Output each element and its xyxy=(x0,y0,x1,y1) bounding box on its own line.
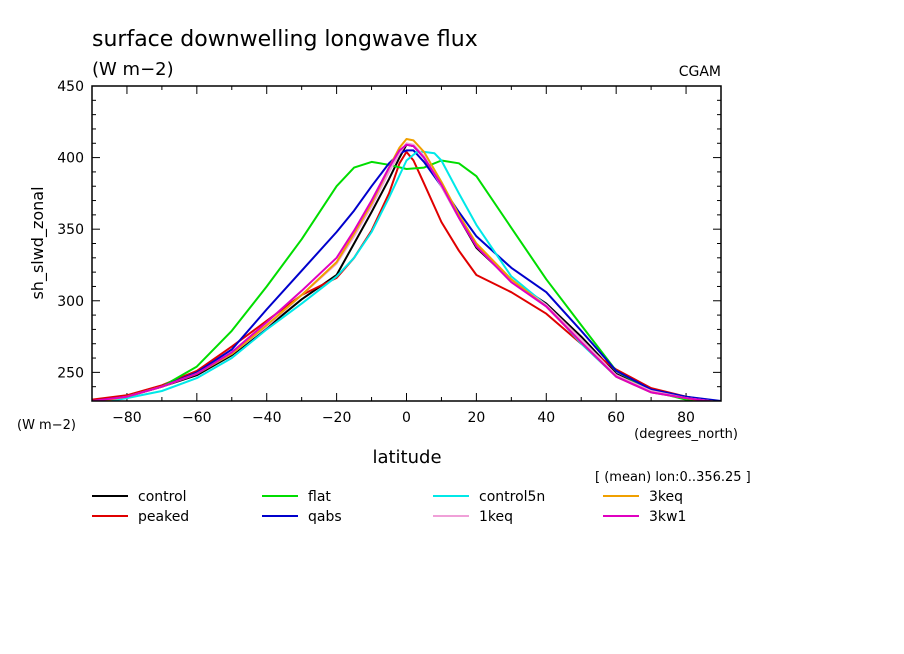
legend-label: qabs xyxy=(308,509,342,525)
x-units-label: (degrees_north) xyxy=(634,427,738,442)
plot-frame xyxy=(91,85,722,402)
legend-label: 1keq xyxy=(479,509,513,525)
y-tick-labels: 250 300 350 400 450 xyxy=(57,79,84,381)
y-tick-label: 400 xyxy=(57,151,84,167)
x-tick-label: 60 xyxy=(607,410,625,426)
series-line-flat xyxy=(94,159,701,401)
y-axis-label: sh_slwd_zonal xyxy=(28,186,48,299)
y-tick-label: 450 xyxy=(57,79,84,95)
legend-label: control5n xyxy=(479,489,545,505)
legend: control peaked flat qabs control5n 1keq 3keq 3k… xyxy=(92,489,686,525)
legend-label: 3keq xyxy=(649,489,683,505)
x-tick-label: −80 xyxy=(112,410,142,426)
series-line-control5n xyxy=(103,150,718,401)
chart-title: surface downwelling longwave flux xyxy=(92,27,478,52)
x-tick-labels: −80 −60 −40 −20 0 20 40 60 80 xyxy=(112,410,695,426)
axis-ticks xyxy=(91,85,722,402)
legend-label: 3kw1 xyxy=(649,509,686,525)
series-line-peaked xyxy=(92,150,712,401)
series-lines xyxy=(92,138,721,401)
mean-note: [ (mean) lon:0..356.25 ] xyxy=(595,470,751,485)
x-tick-label: −20 xyxy=(322,410,352,426)
x-tick-label: 40 xyxy=(537,410,555,426)
x-tick-label: 0 xyxy=(402,410,411,426)
x-axis-label: latitude xyxy=(372,447,441,468)
x-tick-label: 80 xyxy=(677,410,695,426)
y-tick-label: 250 xyxy=(57,365,84,381)
legend-label: flat xyxy=(308,489,331,505)
x-tick-label: −40 xyxy=(252,410,282,426)
y-units-label: (W m−2) xyxy=(17,418,76,433)
legend-label: peaked xyxy=(138,509,189,525)
y-tick-label: 350 xyxy=(57,222,84,238)
source-label: CGAM xyxy=(679,64,721,80)
chart-subtitle: (W m−2) xyxy=(92,59,174,80)
legend-label: control xyxy=(138,489,187,505)
series-line-qabs xyxy=(92,149,721,401)
series-line-3keq xyxy=(94,138,710,401)
series-line-1keq xyxy=(94,142,718,401)
series-line-control xyxy=(94,143,719,401)
x-tick-label: 20 xyxy=(467,410,485,426)
x-tick-label: −60 xyxy=(182,410,212,426)
y-tick-label: 300 xyxy=(57,294,84,310)
series-line-3kw1 xyxy=(92,143,718,401)
